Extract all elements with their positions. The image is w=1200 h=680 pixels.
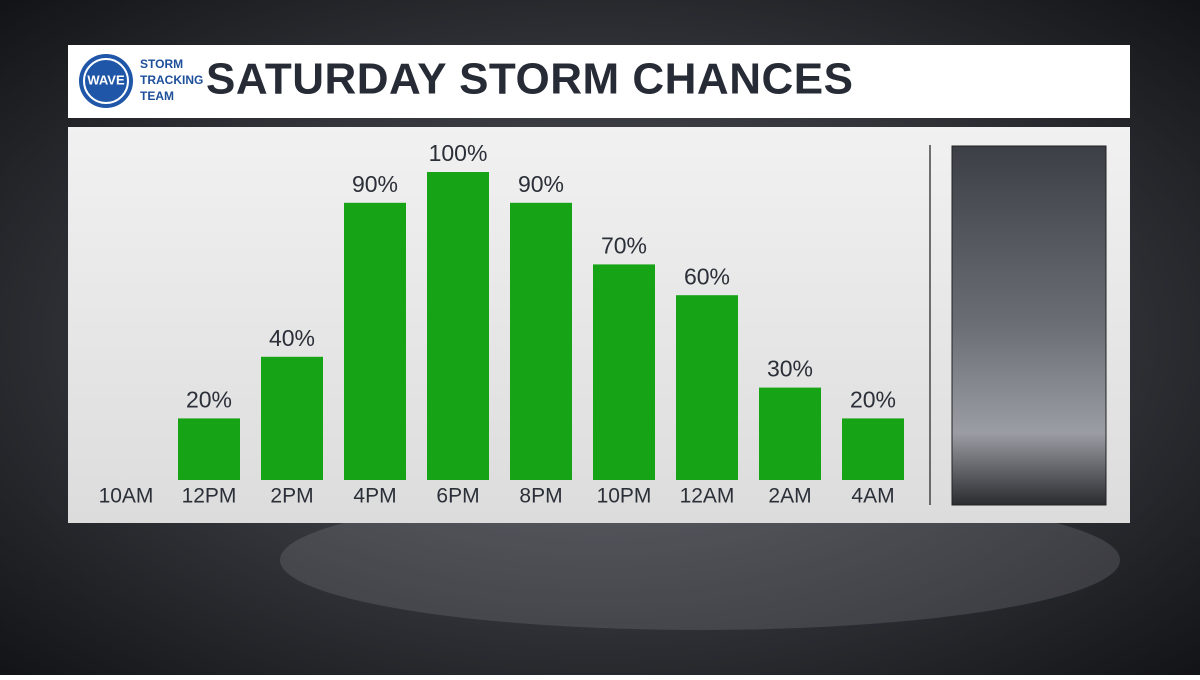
logo-line: TEAM	[140, 89, 174, 103]
bar	[427, 172, 489, 480]
bar	[344, 202, 406, 481]
value-label: 60%	[684, 263, 730, 289]
x-tick-label: 10AM	[99, 485, 154, 508]
bar	[759, 387, 821, 480]
value-label: 100%	[429, 140, 488, 166]
x-tick-label: 4PM	[353, 485, 396, 508]
bar	[510, 202, 572, 481]
x-tick-label: 6PM	[436, 485, 479, 508]
x-tick-label: 12PM	[182, 485, 237, 508]
value-label: 40%	[269, 325, 315, 351]
storm-photo	[951, 145, 1107, 506]
chart-title: SATURDAY STORM CHANCES	[206, 55, 853, 104]
value-label: 20%	[850, 386, 896, 412]
x-tick-label: 4AM	[851, 485, 894, 508]
bar	[842, 418, 904, 480]
bar	[178, 418, 240, 480]
logo-line: TRACKING	[140, 73, 203, 87]
logo-ring	[83, 58, 129, 104]
x-tick-label: 8PM	[519, 485, 562, 508]
bar	[261, 356, 323, 480]
logo-badge: WAVE	[87, 72, 125, 87]
title-bar	[68, 45, 1130, 118]
logo-line: STORM	[140, 57, 183, 71]
bar	[676, 295, 738, 480]
logo-circle	[79, 54, 133, 108]
value-label: 70%	[601, 232, 647, 258]
plot: 10AM 12PM 20% 2PM 40% 4PM 90% 6PM 100% 8PM 90% 10PM…	[99, 140, 904, 508]
value-label: 90%	[518, 171, 564, 197]
value-label: 90%	[352, 171, 398, 197]
x-tick-label: 12AM	[680, 485, 735, 508]
x-tick-label: 10PM	[597, 485, 652, 508]
bar	[593, 264, 655, 480]
x-tick-label: 2PM	[270, 485, 313, 508]
x-tick-label: 2AM	[768, 485, 811, 508]
cloud	[280, 490, 1120, 630]
value-label: 30%	[767, 356, 813, 382]
value-label: 20%	[186, 386, 232, 412]
